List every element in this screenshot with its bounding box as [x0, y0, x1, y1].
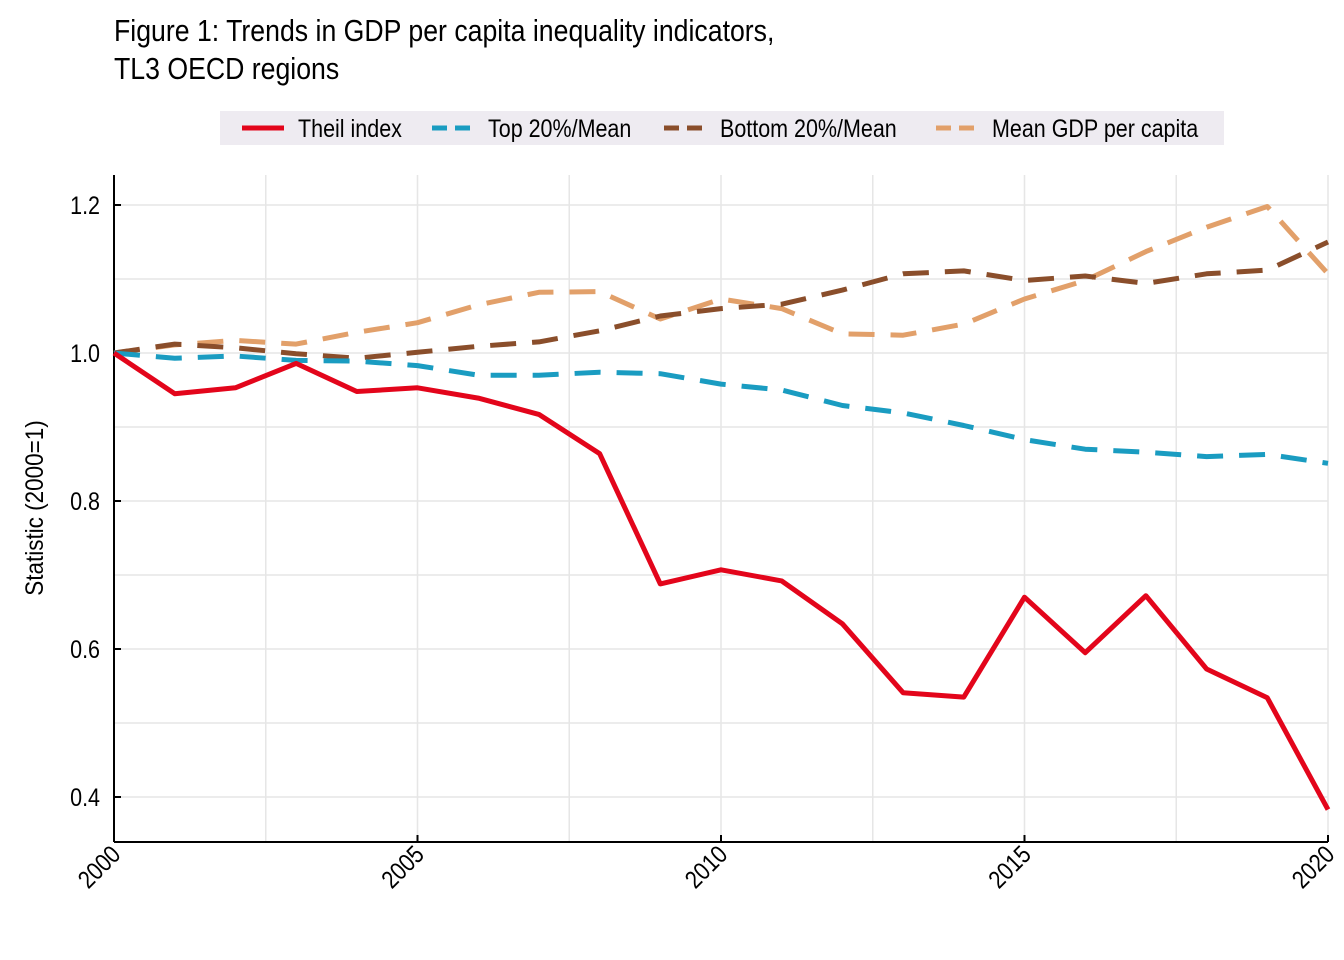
chart-title-line-2: TL3 OECD regions — [114, 51, 340, 86]
series-line-bottom-20-mean — [113, 239, 1330, 361]
legend-label: Top 20%/Mean — [488, 114, 631, 142]
legend-background — [220, 111, 1224, 145]
chart-title: Figure 1: Trends in GDP per capita inequ… — [114, 12, 774, 88]
legend-label: Bottom 20%/Mean — [720, 114, 897, 142]
y-tick-label: 0.4 — [70, 783, 100, 811]
chart-title-line-1: Figure 1: Trends in GDP per capita inequ… — [114, 13, 775, 48]
series-line-top-20-mean — [113, 350, 1329, 466]
legend-item: Theil index — [242, 114, 402, 142]
legend-label: Theil index — [298, 114, 402, 142]
legend-item: Bottom 20%/Mean — [664, 114, 897, 142]
axes: 0.4 0.6 0.8 1.0 1.2 2000 2005 2010 2015 2020 — [70, 175, 1340, 894]
x-tick-label: 2010 — [679, 840, 733, 894]
y-tick-label: 1.2 — [70, 191, 100, 219]
y-tick-label: 0.6 — [70, 635, 100, 663]
x-tick-label: 2015 — [983, 840, 1037, 894]
y-axis-label: Statistic (2000=1) — [21, 420, 49, 596]
y-tick-label: 0.8 — [70, 487, 100, 515]
x-tick-label: 2000 — [72, 840, 126, 894]
x-tick-label: 2020 — [1286, 840, 1340, 894]
legend-item: Mean GDP per capita — [936, 114, 1198, 142]
grid — [113, 175, 1329, 842]
x-tick-label: 2005 — [376, 840, 430, 894]
legend-item: Top 20%/Mean — [432, 114, 631, 142]
legend-label: Mean GDP per capita — [992, 114, 1198, 142]
y-tick-label: 1.0 — [70, 339, 100, 367]
series-lines — [112, 204, 1331, 811]
series-line-theil-index — [112, 350, 1331, 811]
legend: Theil index Top 20%/Mean Bottom 20%/Mean Me… — [242, 114, 1198, 142]
